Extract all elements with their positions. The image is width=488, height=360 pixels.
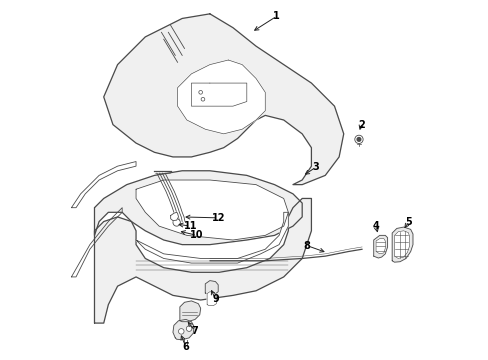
Text: 6: 6 [182,342,189,352]
Circle shape [178,329,183,334]
Polygon shape [394,231,409,258]
Polygon shape [375,239,385,254]
Polygon shape [205,280,218,294]
Circle shape [201,98,204,101]
Text: 5: 5 [404,217,411,228]
Polygon shape [191,83,246,106]
Polygon shape [391,227,412,262]
Text: 9: 9 [212,294,218,304]
Text: 4: 4 [372,221,379,231]
Text: 10: 10 [190,230,203,240]
Polygon shape [177,60,264,134]
Polygon shape [180,301,200,322]
Circle shape [173,219,180,226]
Polygon shape [373,235,387,258]
Text: 12: 12 [211,213,224,223]
Polygon shape [170,212,178,221]
Circle shape [354,135,363,144]
Polygon shape [136,212,288,263]
Text: 7: 7 [191,326,198,336]
Polygon shape [173,319,194,340]
Circle shape [186,326,191,332]
Text: 1: 1 [273,11,280,21]
Polygon shape [207,292,216,306]
Text: 3: 3 [312,162,319,172]
Text: 2: 2 [357,120,364,130]
Polygon shape [136,180,288,240]
Circle shape [199,90,202,94]
Text: 11: 11 [183,221,197,231]
Text: 8: 8 [303,240,309,251]
Polygon shape [103,14,343,185]
Polygon shape [94,171,302,244]
Polygon shape [94,198,311,323]
Circle shape [356,138,360,141]
